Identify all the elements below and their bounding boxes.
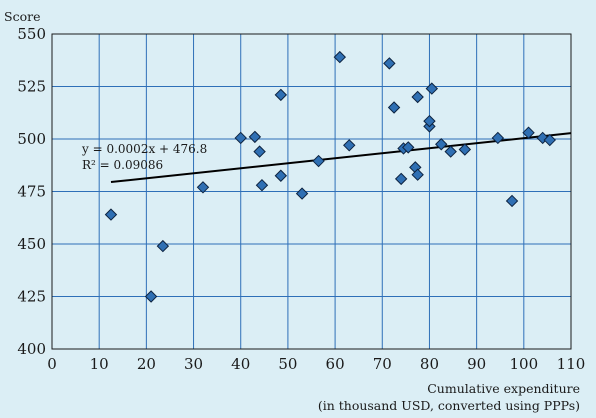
y-tick-label: 525 xyxy=(17,78,46,96)
data-point xyxy=(402,141,415,154)
data-point xyxy=(255,178,269,192)
x-tick-label: 0 xyxy=(47,355,57,373)
data-point xyxy=(343,139,356,152)
data-point xyxy=(411,90,424,104)
y-tick-label: 450 xyxy=(17,235,46,253)
trendline-r-squared: R² = 0.09086 xyxy=(82,158,163,172)
data-point xyxy=(444,145,457,158)
x-tick-label: 10 xyxy=(90,355,109,373)
data-point xyxy=(196,181,210,194)
x-tick-label: 30 xyxy=(184,355,203,373)
x-tick-labels: 0 10 20 30 40 50 60 70 80 90 100 110 xyxy=(47,355,585,373)
x-tick-label: 60 xyxy=(326,355,345,373)
y-tick-label: 550 xyxy=(17,25,46,43)
x-tick-label: 70 xyxy=(373,355,392,373)
data-point xyxy=(274,169,288,182)
data-point xyxy=(423,114,436,128)
data-point xyxy=(274,88,288,102)
trendline-equation: y = 0.0002x + 476.8 xyxy=(81,142,207,156)
y-tick-label: 400 xyxy=(17,340,46,358)
data-point xyxy=(234,131,247,145)
data-points xyxy=(104,50,556,303)
y-axis-title: Score xyxy=(4,9,40,24)
x-axis-title-line2: (in thousand USD, converted using PPPs) xyxy=(318,398,580,413)
data-point xyxy=(394,172,408,186)
x-tick-label: 50 xyxy=(278,355,297,373)
data-point xyxy=(425,82,439,95)
data-point xyxy=(253,145,266,158)
x-tick-label: 20 xyxy=(137,355,156,373)
x-tick-label: 110 xyxy=(557,355,586,373)
data-point xyxy=(104,208,118,221)
data-point xyxy=(411,168,424,181)
data-point xyxy=(383,57,396,70)
data-point xyxy=(144,290,158,303)
data-point xyxy=(156,239,170,253)
x-tick-label: 100 xyxy=(509,355,538,373)
y-tick-label: 425 xyxy=(17,288,46,306)
data-point xyxy=(505,194,519,208)
data-point xyxy=(387,101,401,114)
trendline xyxy=(110,132,572,184)
x-tick-label: 80 xyxy=(420,355,439,373)
data-point xyxy=(543,133,556,147)
data-point xyxy=(312,154,325,168)
x-tick-label: 90 xyxy=(467,355,486,373)
data-point xyxy=(248,130,262,144)
data-point xyxy=(491,131,505,145)
y-tick-labels: 400 425 450 475 500 525 550 xyxy=(17,25,46,358)
data-point xyxy=(458,143,472,156)
data-point xyxy=(295,187,309,200)
plot-frame xyxy=(51,33,572,350)
y-tick-label: 475 xyxy=(17,183,46,201)
x-axis-title-line1: Cumulative expenditure xyxy=(427,381,580,396)
y-tick-label: 500 xyxy=(17,130,46,148)
data-point xyxy=(435,138,448,151)
x-tick-label: 40 xyxy=(231,355,250,373)
data-point xyxy=(333,50,347,64)
data-point xyxy=(522,126,535,139)
